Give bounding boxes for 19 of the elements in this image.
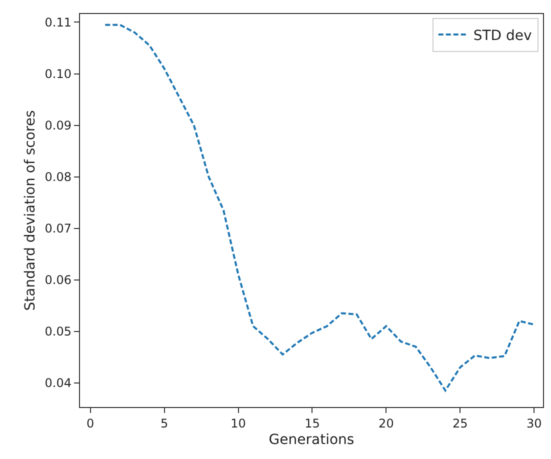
legend-label: STD dev <box>473 28 532 44</box>
y-axis-title: Standard deviation of scores <box>22 110 38 311</box>
y-tick-label: 0.06 <box>44 272 72 287</box>
y-tick-label: 0.05 <box>44 324 72 338</box>
y-tick-label: 0.07 <box>44 221 72 236</box>
x-tick-label: 5 <box>160 416 168 430</box>
x-tick-label: 0 <box>86 416 94 430</box>
x-axis-title: Generations <box>268 432 354 448</box>
line-series <box>104 24 536 392</box>
y-tick-label: 0.10 <box>44 66 72 81</box>
x-tick-label: 10 <box>230 416 246 430</box>
x-tick-label: 25 <box>452 416 468 430</box>
y-tick-label: 0.11 <box>44 15 72 30</box>
x-tick-label: 15 <box>304 416 320 430</box>
y-tick-label: 0.09 <box>44 118 72 132</box>
y-tick-label: 0.04 <box>44 376 72 390</box>
y-tick-label: 0.08 <box>44 170 72 184</box>
x-tick-label: 30 <box>526 416 542 430</box>
x-tick-label: 20 <box>378 416 394 430</box>
